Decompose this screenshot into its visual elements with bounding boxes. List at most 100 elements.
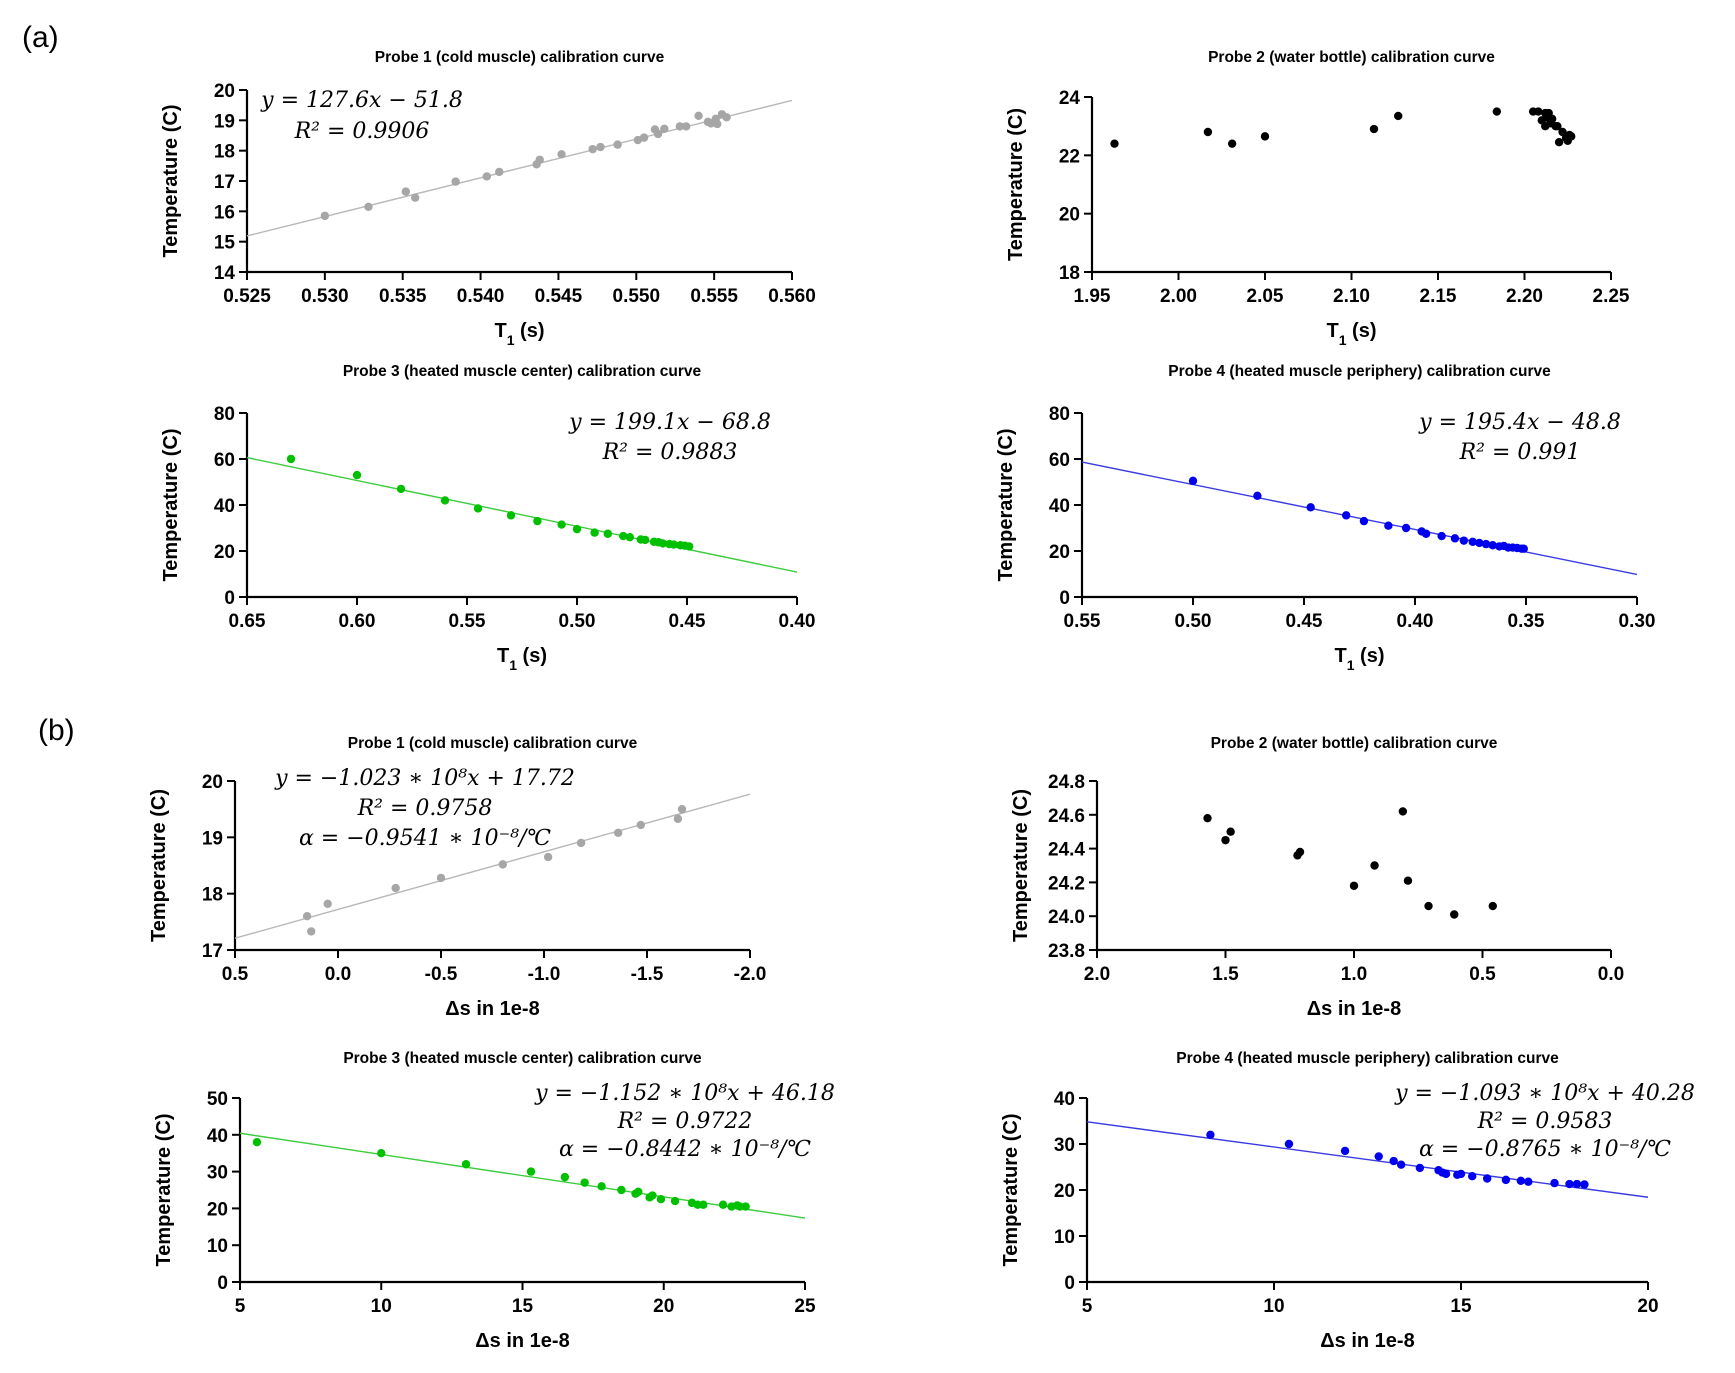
x-axis-label: Δs in 1e-8 [1307, 998, 1401, 1020]
data-point [1482, 1174, 1492, 1183]
data-point [675, 122, 685, 131]
data-point [1110, 139, 1119, 148]
fit-equation-line: y = −1.023 ∗ 10⁸x + 17.72 [274, 766, 575, 791]
fit-equation-line: R² = 0.9758 [357, 796, 493, 821]
x-axis-label: T1 (s) [497, 645, 547, 673]
y-tick-label: 19 [202, 828, 223, 849]
y-tick-label: 24.0 [1048, 907, 1085, 928]
x-tick-label: 0.65 [229, 611, 266, 632]
data-point [1488, 901, 1497, 911]
x-tick-label: 2.25 [1593, 286, 1630, 307]
fit-equation-line: α = −0.9541 ∗ 10⁻⁸/℃ [299, 826, 551, 851]
x-tick-label: 1.5 [1212, 964, 1239, 985]
fit-equation-line: y = 127.6x − 51.8 [260, 88, 463, 113]
chart-title: Probe 3 (heated muscle center) calibrati… [343, 363, 702, 380]
y-axis-label: Temperature (C) [148, 789, 170, 942]
y-axis-label: Temperature (C) [160, 105, 182, 258]
data-point [461, 1160, 471, 1169]
chart-5: Probe 1 (cold muscle) calibration curve 0… [148, 735, 766, 1020]
y-tick-label: 80 [1049, 404, 1070, 425]
x-tick-label: 2.05 [1247, 286, 1284, 307]
data-point [625, 533, 634, 542]
x-tick-label: 2.20 [1506, 286, 1543, 307]
chart-title: Probe 4 (heated muscle periphery) calibr… [1176, 1050, 1559, 1067]
data-point [641, 535, 650, 545]
chart-title: Probe 2 (water bottle) calibration curve [1208, 49, 1495, 66]
fit-equation-line: R² = 0.9906 [294, 119, 430, 144]
x-tick-label: 0.560 [768, 286, 816, 307]
x-tick-label: 0.0 [1598, 964, 1624, 985]
y-tick-label: 20 [214, 542, 235, 563]
x-tick-label: 0.30 [1619, 611, 1656, 632]
fit-line [235, 793, 750, 939]
data-point [364, 202, 373, 211]
x-tick-label: 2.00 [1160, 286, 1197, 307]
y-tick-label: 40 [1049, 496, 1070, 517]
x-axis-label: Δs in 1e-8 [475, 1330, 569, 1352]
data-point [1398, 807, 1408, 816]
fit-equation-line: R² = 0.9722 [617, 1109, 753, 1134]
data-point [669, 540, 678, 549]
x-tick-label: 0.50 [1175, 611, 1212, 632]
x-tick-label: 0.5 [1469, 964, 1496, 985]
data-point [557, 520, 566, 529]
fit-line [240, 1132, 805, 1219]
y-tick-label: 0 [217, 1273, 228, 1294]
data-point [440, 496, 450, 505]
data-point [636, 820, 646, 830]
data-point [1524, 1177, 1533, 1186]
chart-1: Probe 1 (cold muscle) calibration curve 0… [160, 49, 816, 348]
y-tick-label: 16 [214, 202, 235, 223]
chart-6: Probe 2 (water bottle) calibration curve… [1010, 735, 1624, 1020]
x-tick-label: -1.0 [528, 964, 561, 985]
fit-equation-line: R² = 0.9583 [1477, 1109, 1613, 1134]
data-point [557, 150, 566, 159]
data-point [451, 177, 460, 186]
x-tick-label: 0.555 [690, 286, 738, 307]
x-tick-label: 10 [1263, 1296, 1284, 1317]
data-point [1306, 503, 1315, 512]
y-axis-label: Temperature (C) [1005, 108, 1027, 261]
chart-title: Probe 2 (water bottle) calibration curve [1211, 735, 1498, 752]
x-tick-label: 5 [235, 1296, 246, 1317]
data-point [617, 1185, 626, 1195]
data-point [653, 129, 663, 139]
data-point [603, 529, 612, 538]
y-tick-label: 40 [1054, 1089, 1075, 1110]
data-point [1370, 861, 1379, 870]
data-point [1459, 536, 1469, 545]
data-point [741, 1202, 750, 1211]
y-tick-label: 24.2 [1048, 873, 1085, 894]
y-tick-label: 20 [214, 81, 235, 102]
y-tick-label: 0 [1064, 1273, 1075, 1294]
y-tick-label: 20 [207, 1199, 228, 1220]
data-point [1227, 139, 1237, 148]
x-tick-label: 0.5 [222, 964, 249, 985]
data-point [694, 111, 703, 120]
x-tick-label: 2.10 [1333, 286, 1370, 307]
data-point [1401, 523, 1411, 533]
y-tick-label: 17 [214, 172, 235, 193]
y-tick-label: 14 [214, 263, 236, 284]
data-point [1396, 1160, 1406, 1169]
data-point [1226, 827, 1235, 836]
data-point [576, 838, 586, 848]
data-point [1450, 534, 1460, 543]
x-tick-label: 0.530 [301, 286, 349, 307]
y-tick-label: 20 [1054, 1181, 1075, 1202]
fit-equation-line: R² = 0.991 [1459, 440, 1581, 465]
data-point [533, 516, 542, 526]
y-tick-label: 24 [1059, 88, 1081, 109]
data-point [1284, 1139, 1294, 1149]
data-point [1481, 539, 1491, 549]
data-point [1394, 111, 1403, 121]
x-tick-label: 0.50 [559, 611, 596, 632]
y-tick-label: 30 [1054, 1135, 1075, 1156]
x-axis-label: Δs in 1e-8 [445, 998, 539, 1020]
y-tick-label: 24.8 [1048, 772, 1085, 793]
fit-equation-line: α = −0.8442 ∗ 10⁻⁸/℃ [559, 1137, 811, 1162]
panel-label-b: (b) [38, 714, 75, 747]
panel-label-a: (a) [22, 21, 59, 54]
x-tick-label: 0.35 [1508, 611, 1545, 632]
x-tick-label: 0.525 [223, 286, 271, 307]
